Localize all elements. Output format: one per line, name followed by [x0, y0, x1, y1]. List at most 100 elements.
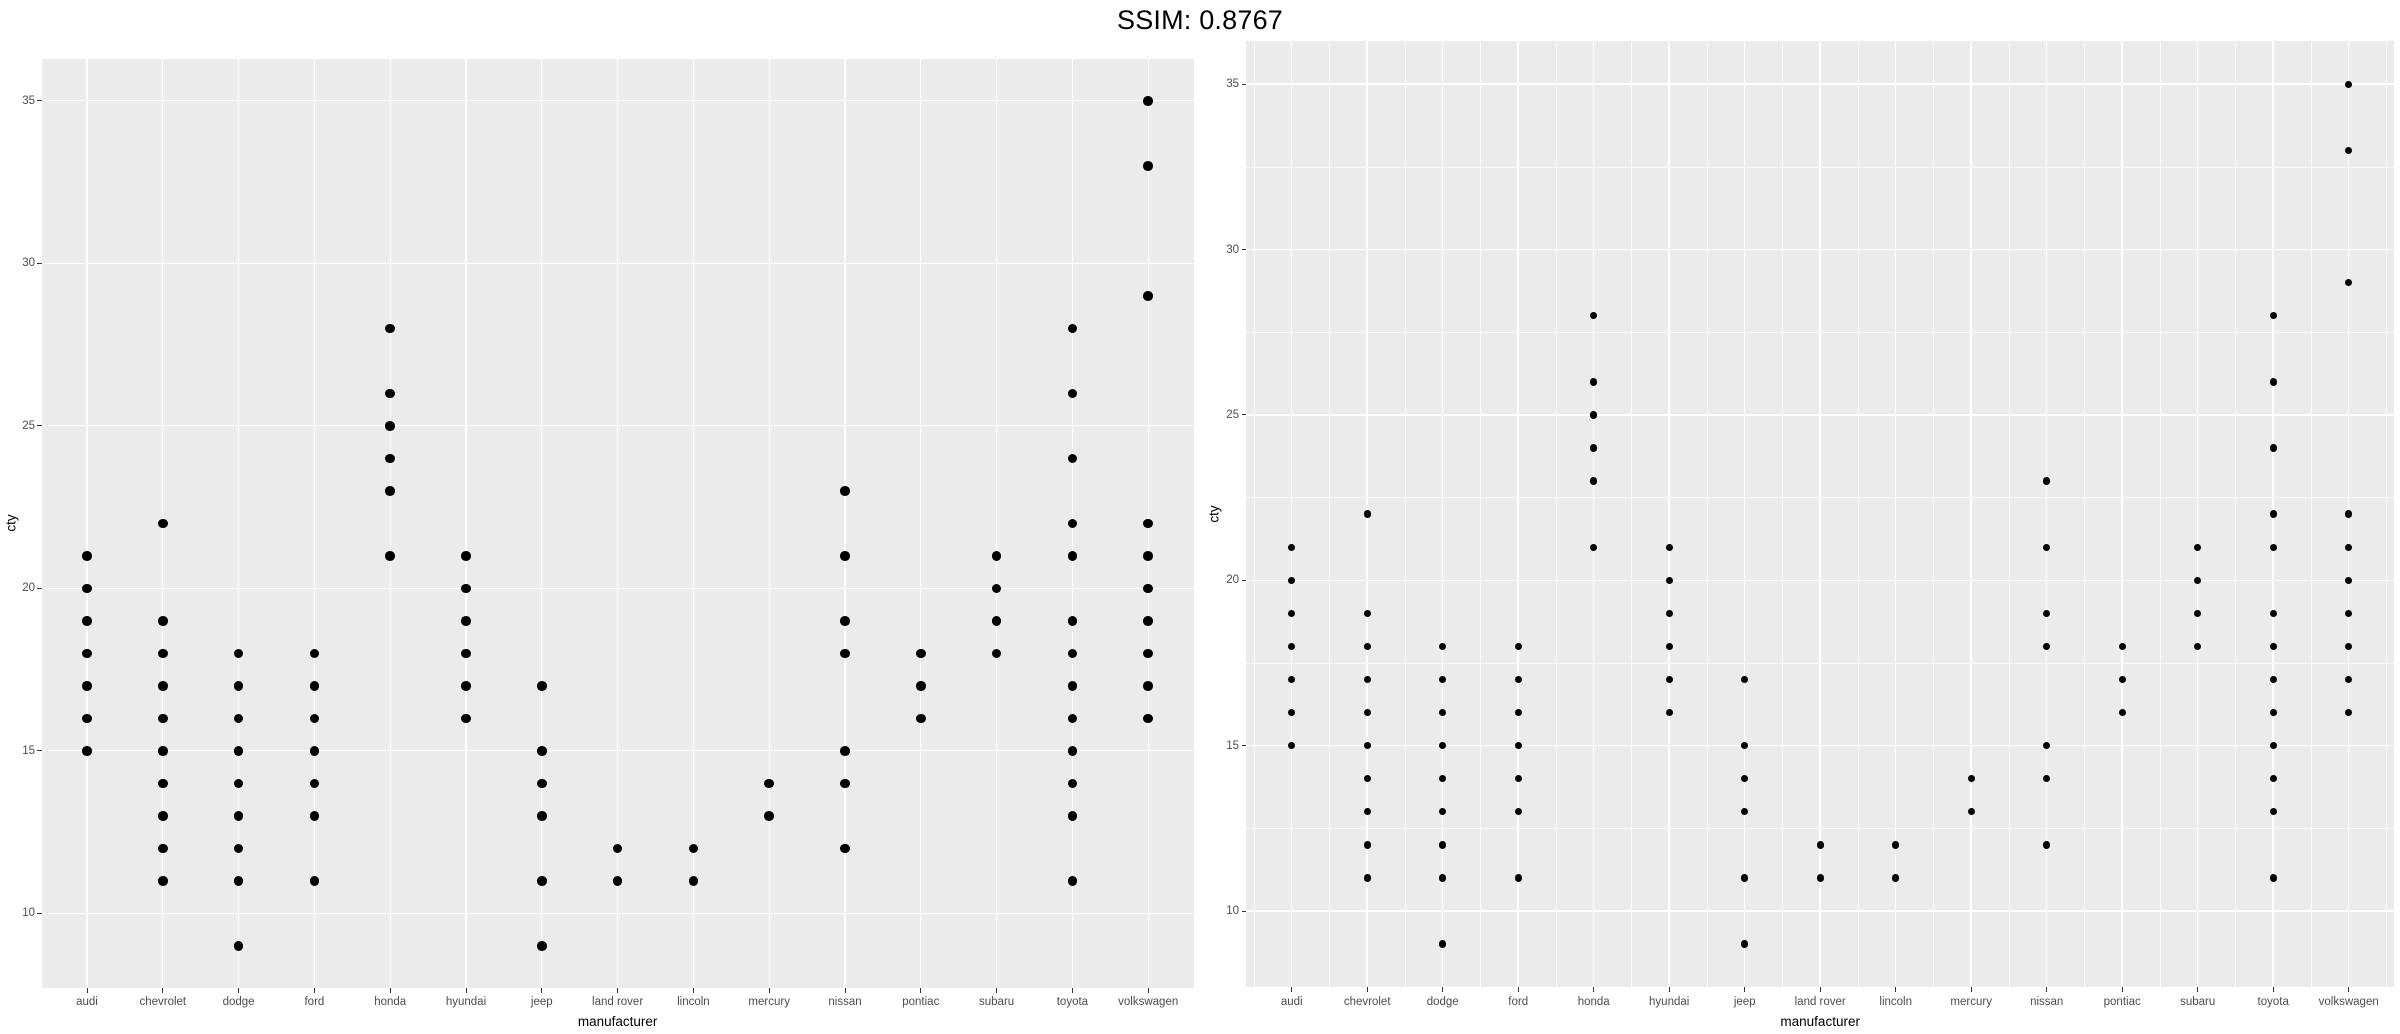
data-point — [1665, 642, 1673, 651]
gridline-x-major — [617, 58, 619, 989]
x-tick-mark — [238, 988, 240, 993]
data-point — [461, 648, 471, 659]
gridline-x-minor — [2386, 41, 2387, 988]
x-tick-label: land rover — [592, 996, 644, 1008]
x-tick-label: subaru — [979, 996, 1015, 1008]
data-point — [2345, 543, 2353, 551]
y-tick-mark — [1241, 745, 1247, 747]
figure-title: SSIM: 0.8767 — [1117, 5, 1283, 35]
gridline-x-major — [996, 58, 998, 989]
data-point — [1514, 775, 1522, 783]
x-tick-mark — [1819, 987, 1821, 992]
data-point — [1363, 741, 1371, 750]
y-tick-mark — [1241, 249, 1247, 251]
gridline-x-major — [238, 58, 240, 989]
data-point — [1590, 477, 1598, 485]
data-point — [461, 616, 471, 626]
data-point — [1665, 576, 1673, 584]
data-point — [1741, 775, 1749, 783]
data-point — [2269, 741, 2277, 750]
data-point — [158, 811, 168, 821]
x-tick-mark — [2046, 987, 2048, 992]
x-axis-title: manufacturer — [577, 1014, 658, 1029]
x-tick-mark — [1291, 987, 1293, 992]
gridline-x-minor — [1329, 41, 1330, 988]
data-point — [1439, 841, 1447, 849]
gridline-x-major — [1147, 58, 1149, 989]
x-tick-label: audi — [1280, 996, 1303, 1008]
data-point — [1067, 388, 1078, 399]
y-tick-label: 30 — [1226, 243, 1239, 256]
data-point — [233, 876, 244, 886]
data-point — [2269, 312, 2277, 320]
x-tick-label: ford — [304, 996, 325, 1008]
data-point — [233, 746, 244, 756]
gridline-y-major — [41, 262, 1194, 264]
gridline-x-major — [541, 58, 543, 989]
data-point — [2345, 146, 2353, 155]
data-point — [2043, 609, 2051, 618]
x-tick-label: mercury — [1950, 996, 1992, 1008]
gridline-y-major — [1246, 744, 2394, 747]
data-point — [537, 876, 547, 886]
data-point — [1143, 713, 1153, 724]
data-point — [1590, 312, 1598, 320]
data-point — [688, 876, 699, 886]
data-point — [1741, 874, 1749, 882]
data-point — [1363, 874, 1371, 882]
data-point — [1514, 874, 1522, 882]
data-point — [158, 648, 168, 659]
gridline-y-major — [1246, 579, 2394, 582]
x-tick-mark — [2348, 987, 2350, 992]
y-tick-mark — [37, 425, 42, 427]
y-tick-label: 35 — [22, 94, 35, 107]
data-point — [1363, 841, 1371, 849]
gridline-x-minor — [2084, 41, 2085, 988]
gridline-x-major — [1819, 41, 1821, 988]
data-point — [233, 811, 244, 821]
data-point — [1665, 675, 1673, 684]
x-tick-label: nissan — [828, 996, 862, 1008]
x-tick-mark — [1895, 987, 1897, 992]
x-tick-mark — [920, 988, 922, 993]
y-tick-label: 20 — [22, 582, 35, 595]
x-tick-mark — [313, 988, 315, 993]
data-point — [537, 941, 547, 951]
data-point — [2043, 543, 2051, 551]
data-point — [2043, 775, 2051, 783]
data-point — [2345, 708, 2353, 717]
gridline-x-minor — [1555, 41, 1557, 988]
data-point — [461, 713, 471, 724]
data-point — [1816, 874, 1824, 882]
y-tick-label: 20 — [1226, 574, 1239, 587]
data-point — [158, 778, 168, 789]
gridline-y-minor — [1246, 497, 2394, 499]
data-point — [1363, 708, 1371, 717]
gridline-x-major — [2196, 41, 2199, 988]
data-point — [309, 876, 320, 886]
plot-panel — [1246, 41, 2394, 988]
data-point — [309, 713, 320, 724]
data-point — [2194, 609, 2202, 618]
gridline-x-major — [768, 58, 770, 989]
x-tick-label: chevrolet — [139, 996, 187, 1008]
data-point — [1816, 841, 1824, 849]
data-point — [840, 551, 850, 561]
data-point — [2194, 642, 2202, 651]
data-point — [991, 648, 1002, 659]
data-point — [1514, 708, 1522, 717]
data-point — [233, 843, 244, 854]
x-tick-mark — [692, 988, 694, 993]
data-point — [2345, 642, 2353, 651]
data-point — [612, 843, 623, 854]
x-tick-label: audi — [76, 996, 98, 1008]
data-point — [2269, 775, 2277, 783]
data-point — [82, 551, 92, 561]
data-point — [309, 648, 320, 659]
gridline-x-minor — [1480, 41, 1481, 988]
gridline-x-major — [692, 58, 694, 989]
data-point — [916, 681, 926, 691]
data-point — [1439, 642, 1447, 651]
data-point — [1741, 808, 1749, 816]
